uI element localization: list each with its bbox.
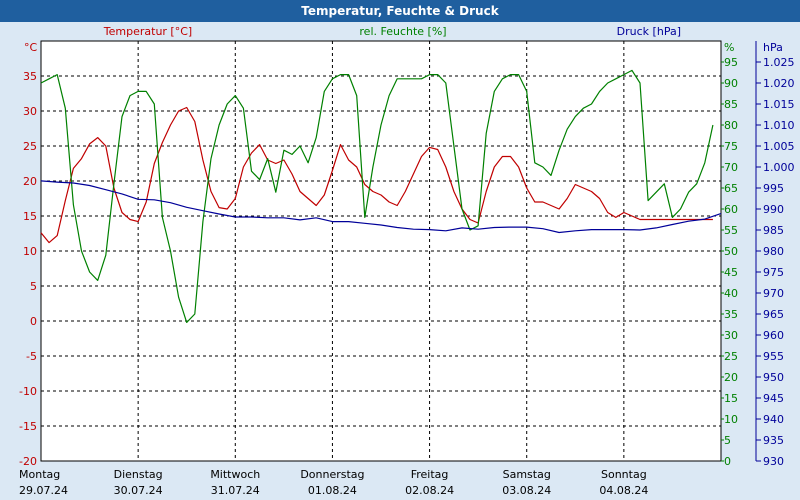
- temperature-tick-label: -20: [19, 455, 37, 468]
- pressure-tick-label: 930: [763, 455, 784, 468]
- humidity-tick-label: 75: [724, 140, 738, 153]
- temperature-tick-label: 30: [23, 105, 37, 118]
- humidity-line: [40, 69, 714, 323]
- humidity-tick-label: 30: [724, 329, 738, 342]
- temperature-tick-label: 35: [23, 70, 37, 83]
- pressure-tick-label: 990: [763, 203, 784, 216]
- x-tick-date: 02.08.24: [405, 484, 454, 497]
- x-tick-weekday: Dienstag: [114, 468, 163, 481]
- humidity-tick-label: 80: [724, 119, 738, 132]
- humidity-tick-label: 20: [724, 371, 738, 384]
- humidity-tick-label: 5: [724, 434, 731, 447]
- x-axis: Montag 29.07.24 Dienstag 30.07.24 Mittwoch 31…: [19, 468, 648, 497]
- temperature-axis-label: Temperatur [°C]: [103, 25, 192, 38]
- temperature-tick-label: 15: [23, 210, 37, 223]
- grid: [41, 41, 721, 461]
- temperature-tick-label: -5: [26, 350, 37, 363]
- pressure-axis: 930 935 940 945 950 955 960 965 970 975 980 985 990 9…: [755, 41, 795, 468]
- humidity-tick-label: 65: [724, 182, 738, 195]
- humidity-unit: %: [724, 41, 734, 54]
- pressure-tick-label: 995: [763, 182, 784, 195]
- humidity-tick-label: 55: [724, 224, 738, 237]
- humidity-tick-label: 10: [724, 413, 738, 426]
- pressure-tick-label: 940: [763, 413, 784, 426]
- pressure-tick-label: 965: [763, 308, 784, 321]
- humidity-tick-label: 25: [724, 350, 738, 363]
- pressure-line: [40, 180, 722, 234]
- x-tick-date: 01.08.24: [308, 484, 357, 497]
- x-tick-date: 29.07.24: [19, 484, 68, 497]
- pressure-tick-label: 955: [763, 350, 784, 363]
- temperature-line: [40, 106, 713, 244]
- humidity-axis-label: rel. Feuchte [%]: [359, 25, 446, 38]
- pressure-tick-label: 1.020: [763, 77, 795, 90]
- pressure-tick-label: 970: [763, 287, 784, 300]
- pressure-tick-label: 980: [763, 245, 784, 258]
- humidity-tick-label: 15: [724, 392, 738, 405]
- humidity-tick-label: 60: [724, 203, 738, 216]
- x-tick-date: 04.08.24: [599, 484, 648, 497]
- x-tick-weekday: Donnerstag: [300, 468, 364, 481]
- pressure-axis-label: Druck [hPa]: [617, 25, 681, 38]
- pressure-unit: hPa: [763, 41, 783, 54]
- humidity-tick-label: 50: [724, 245, 738, 258]
- x-tick-date: 03.08.24: [502, 484, 551, 497]
- series-layer: [40, 69, 722, 323]
- pressure-tick-label: 960: [763, 329, 784, 342]
- pressure-tick-label: 985: [763, 224, 784, 237]
- x-tick-date: 30.07.24: [114, 484, 163, 497]
- x-tick-weekday: Sonntag: [601, 468, 647, 481]
- humidity-tick-label: 40: [724, 287, 738, 300]
- x-tick-date: 31.07.24: [211, 484, 260, 497]
- humidity-axis: 0 5 10 15 20 25 30 35 40 45 50 55 60 65 70 75 80 85 90 95: [721, 56, 738, 468]
- pressure-tick-label: 975: [763, 266, 784, 279]
- x-tick-weekday: Samstag: [503, 468, 551, 481]
- pressure-tick-label: 950: [763, 371, 784, 384]
- x-tick-weekday: Montag: [19, 468, 60, 481]
- pressure-tick-label: 1.005: [763, 140, 795, 153]
- pressure-tick-label: 945: [763, 392, 784, 405]
- pressure-tick-label: 1.010: [763, 119, 795, 132]
- pressure-tick-label: 1.025: [763, 56, 795, 69]
- temperature-unit: °C: [24, 41, 38, 54]
- temperature-tick-label: -15: [19, 420, 37, 433]
- temperature-tick-label: 20: [23, 175, 37, 188]
- temperature-tick-label: 10: [23, 245, 37, 258]
- temperature-tick-label: 5: [30, 280, 37, 293]
- pressure-tick-label: 1.015: [763, 98, 795, 111]
- temperature-axis: -20 -15 -10 -5 0 5 10 15 20 25 30 35: [19, 70, 37, 468]
- humidity-tick-label: 90: [724, 77, 738, 90]
- x-tick-weekday: Freitag: [411, 468, 449, 481]
- pressure-tick-label: 1.000: [763, 161, 795, 174]
- humidity-tick-label: 95: [724, 56, 738, 69]
- humidity-tick-label: 0: [724, 455, 731, 468]
- temperature-tick-label: -10: [19, 385, 37, 398]
- humidity-tick-label: 70: [724, 161, 738, 174]
- chart-title: Temperatur, Feuchte & Druck: [301, 4, 499, 18]
- temperature-tick-label: 25: [23, 140, 37, 153]
- x-tick-weekday: Mittwoch: [210, 468, 260, 481]
- temperature-tick-label: 0: [30, 315, 37, 328]
- pressure-tick-label: 935: [763, 434, 784, 447]
- humidity-tick-label: 45: [724, 266, 738, 279]
- humidity-tick-label: 85: [724, 98, 738, 111]
- humidity-tick-label: 35: [724, 308, 738, 321]
- title-bar: [0, 0, 800, 22]
